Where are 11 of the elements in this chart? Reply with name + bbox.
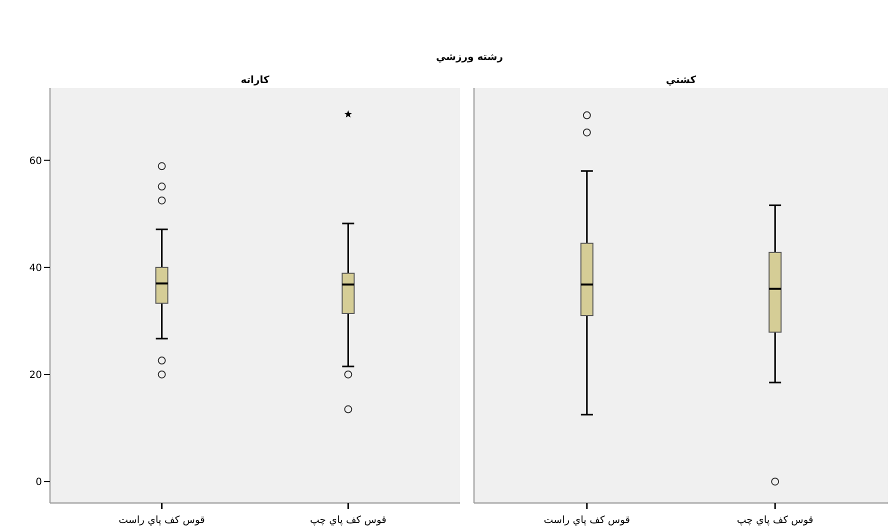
chart-title: رشته ورزشي (436, 52, 504, 63)
x-tick-label: قوس کف پاي چپ (736, 515, 814, 526)
x-tick-label: قوس کف پاي چپ (310, 515, 387, 526)
chart-subtitle: کشتي (666, 75, 696, 86)
y-tick-label: 60 (29, 156, 42, 167)
x-tick-label: قوس کف پاي راست (118, 515, 206, 526)
chart-subtitle: کاراته (240, 75, 270, 86)
x-tick-label: قوس کف پاي راست (544, 515, 630, 526)
y-tick-label: 40 (29, 262, 42, 274)
y-tick-label: 0 (36, 477, 42, 488)
y-tick-label: 20 (29, 370, 42, 381)
